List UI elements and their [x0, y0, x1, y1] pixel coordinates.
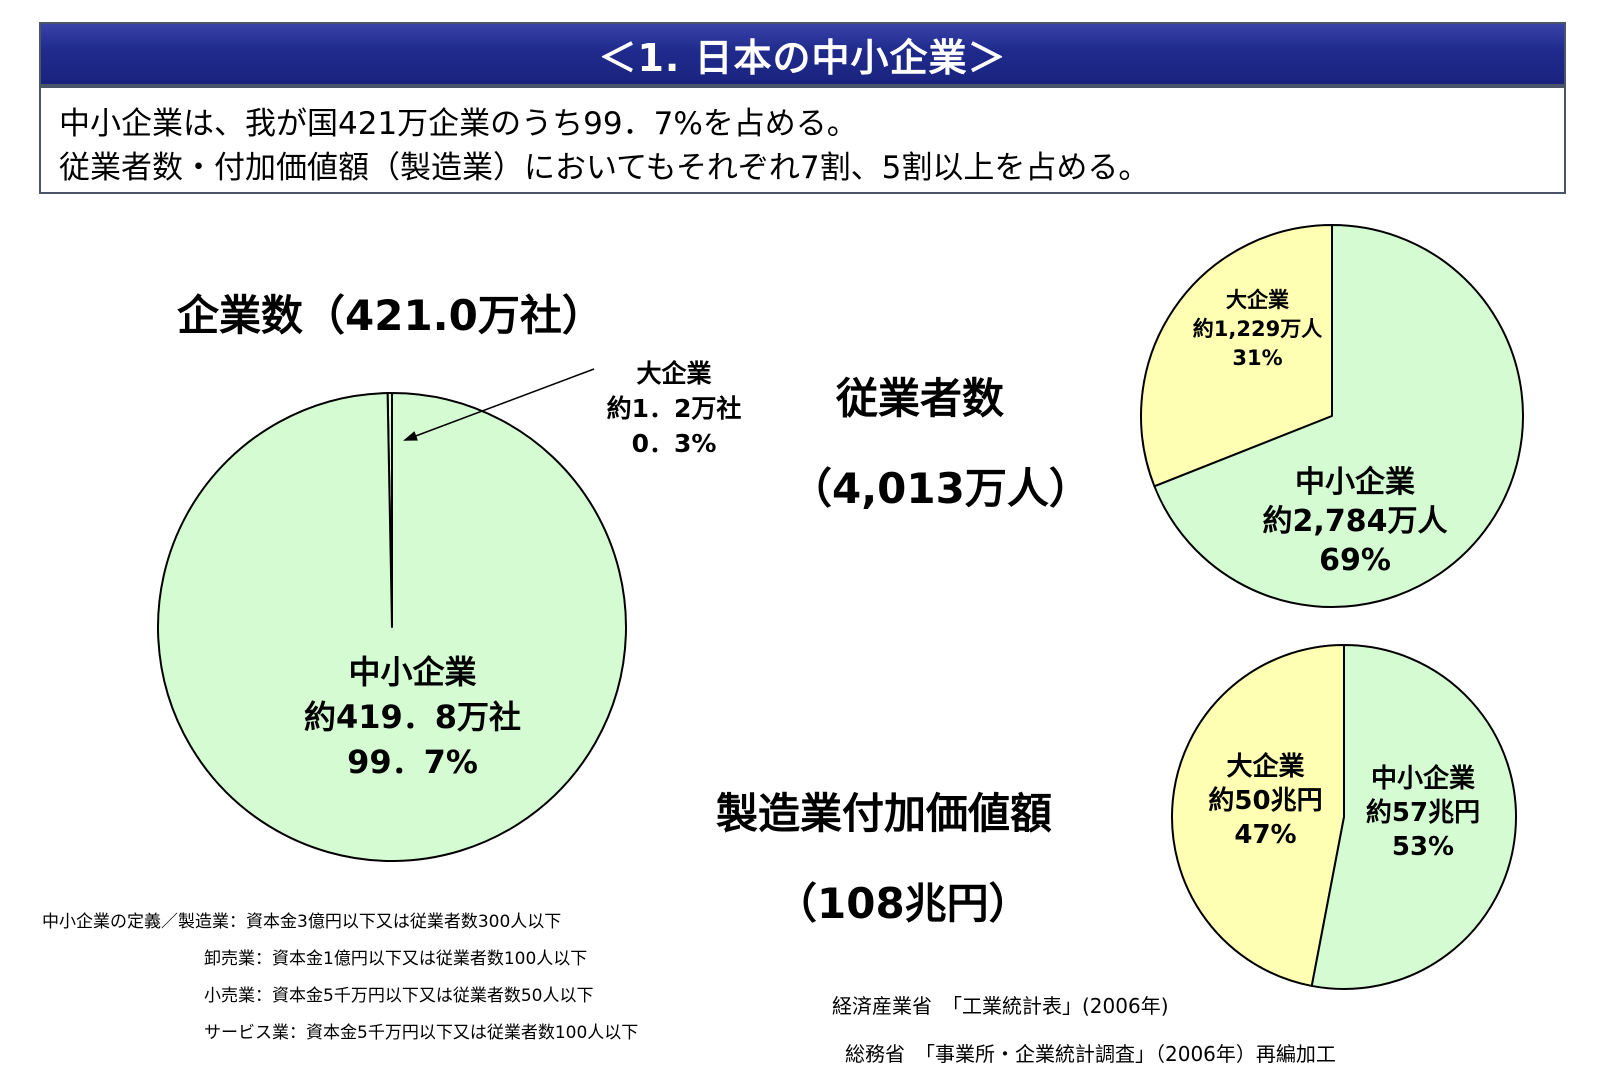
slice-name: 大企業 [1226, 752, 1305, 782]
definition-line-1: 中小企業の定義／製造業：資本金3億円以下又は従業者数300人以下 [42, 912, 562, 932]
page-title: ＜1. 日本の中小企業＞ [39, 22, 1566, 86]
definition-line-2: 卸売業：資本金1億円以下又は従業者数100人以下 [204, 949, 588, 969]
slice-percent: 0．3% [631, 429, 717, 458]
slice-name: 大企業 [636, 359, 712, 388]
employee-count-subtitle: （4,013万人） [790, 464, 1091, 513]
employee-count-title: 従業者数 [836, 374, 1005, 423]
company-count-sme-label: 中小企業 約419．8万社 99．7% [270, 650, 555, 785]
value-added-title: 製造業付加価値額 [716, 789, 1053, 838]
slice-percent: 69% [1319, 543, 1391, 578]
employee-count-sme-label: 中小企業 約2,784万人 69% [1240, 463, 1470, 580]
value-added-large-label: 大企業 約50兆円 47% [1178, 750, 1353, 852]
slice-percent: 99．7% [347, 743, 478, 781]
definition-line-4: サービス業：資本金5千万円以下又は従業者数100人以下 [204, 1023, 639, 1043]
slice-name: 中小企業 [1295, 465, 1415, 500]
slice-percent: 47% [1234, 820, 1297, 850]
pie-slice-large-enterprise [1171, 644, 1345, 987]
company-count-large-label: 大企業 約1．2万社 0．3% [594, 356, 754, 461]
slice-amount: 約57兆円 [1365, 798, 1481, 828]
large-enterprise-pointer-arrow [403, 368, 595, 441]
slice-name: 中小企業 [348, 653, 477, 691]
slice-amount: 約2,784万人 [1262, 504, 1448, 539]
company-count-pie [157, 392, 628, 862]
slice-amount: 約1,229万人 [1192, 317, 1323, 341]
summary-line-1: 中小企業は、我が国421万企業のうち99．7%を占める。 [59, 106, 858, 142]
value-added-subtitle: （108兆円） [775, 879, 1031, 928]
company-count-title: 企業数（421.0万社） [177, 291, 604, 340]
pie-slice-large-enterprise [1140, 224, 1333, 488]
slice-percent: 31% [1232, 346, 1283, 370]
source-line-2: 総務省 「事業所・企業統計調査」（2006年）再編加工 [845, 1042, 1336, 1066]
slice-percent: 53% [1391, 832, 1455, 862]
employee-count-large-label: 大企業 約1,229万人 31% [1155, 286, 1360, 373]
slice-name: 中小企業 [1370, 764, 1475, 794]
slice-amount: 約50兆円 [1208, 786, 1323, 816]
pie-slice-sme [157, 392, 628, 862]
source-line-1: 経済産業省 「工業統計表」(2006年) [832, 994, 1169, 1018]
summary-line-2: 従業者数・付加価値額（製造業）においてもそれぞれ7割、5割以上を占める。 [59, 150, 1150, 186]
summary-box: 中小企業は、我が国421万企業のうち99．7%を占める。 従業者数・付加価値額（… [39, 86, 1566, 194]
slice-name: 大企業 [1226, 288, 1289, 312]
pie-slice-sme [1310, 644, 1518, 990]
value-added-sme-label: 中小企業 約57兆円 53% [1338, 762, 1508, 864]
slice-amount: 約419．8万社 [303, 698, 522, 736]
employee-count-pie [1140, 224, 1524, 608]
value-added-pie [1171, 644, 1518, 990]
pie-slice-sme [1153, 224, 1524, 608]
definition-line-3: 小売業：資本金5千万円以下又は従業者数50人以下 [204, 986, 594, 1006]
slice-amount: 約1．2万社 [606, 394, 742, 423]
